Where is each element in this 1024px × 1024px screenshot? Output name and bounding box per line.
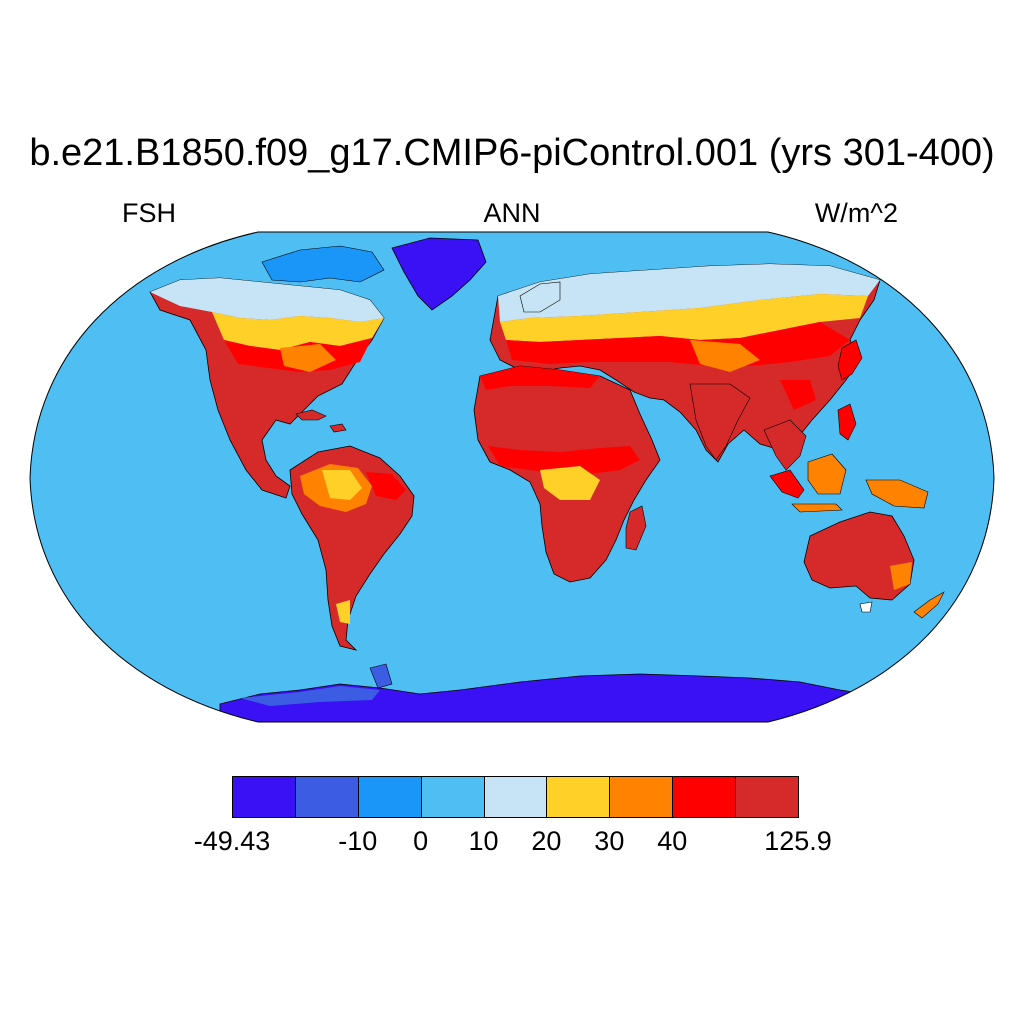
eurasia-midlat [500,294,868,342]
java [791,503,843,513]
caribbean-islands [295,409,327,421]
north-america-boreal [150,278,384,322]
colorbar-label: 30 [594,826,625,856]
colorbar-swatch [232,776,296,818]
colorbar-swatch [420,776,485,818]
variable-label: FSH [122,198,176,228]
india [689,383,751,461]
philippines [837,403,857,441]
scandinavia [519,281,561,313]
japan [837,339,863,381]
north-america-orange [280,344,336,372]
colorbar-label: 125.9 [764,826,832,856]
map-border [29,231,995,723]
colorbar-label: 20 [531,826,562,856]
colorbar-swatch [357,776,422,818]
canadian-arctic [261,245,385,283]
sumatra [769,469,805,499]
tasmania [859,601,873,613]
colorbar-label: -10 [338,826,378,856]
australia [803,511,915,601]
borneo [807,453,847,495]
colorbar-swatch [672,776,737,818]
units-label: W/m^2 [814,198,898,228]
new-zealand [913,591,945,619]
sahel-band [488,446,640,474]
indochina [763,419,807,471]
colorbar-label: 10 [468,826,499,856]
colorbar-swatch [609,776,674,818]
eurasia-boreal [498,264,880,322]
colorbar-label: 40 [657,826,688,856]
greenland [391,237,487,311]
season-label: ANN [483,198,541,228]
colorbar-swatch [294,776,359,818]
antarctic-peninsula [369,663,393,689]
colorbar-swatch [483,776,548,818]
colorbar-label: -49.43 [193,826,271,856]
colorbar-swatch [546,776,611,818]
north-america-midlat [212,312,384,350]
eurasia-red [506,322,850,366]
new-guinea [865,479,929,509]
colorbar-label: 0 [413,826,429,856]
plot-title: b.e21.B1850.f09_g17.CMIP6-piControl.001 … [29,132,995,174]
colorbar-swatch [735,776,799,818]
madagascar [625,505,647,551]
